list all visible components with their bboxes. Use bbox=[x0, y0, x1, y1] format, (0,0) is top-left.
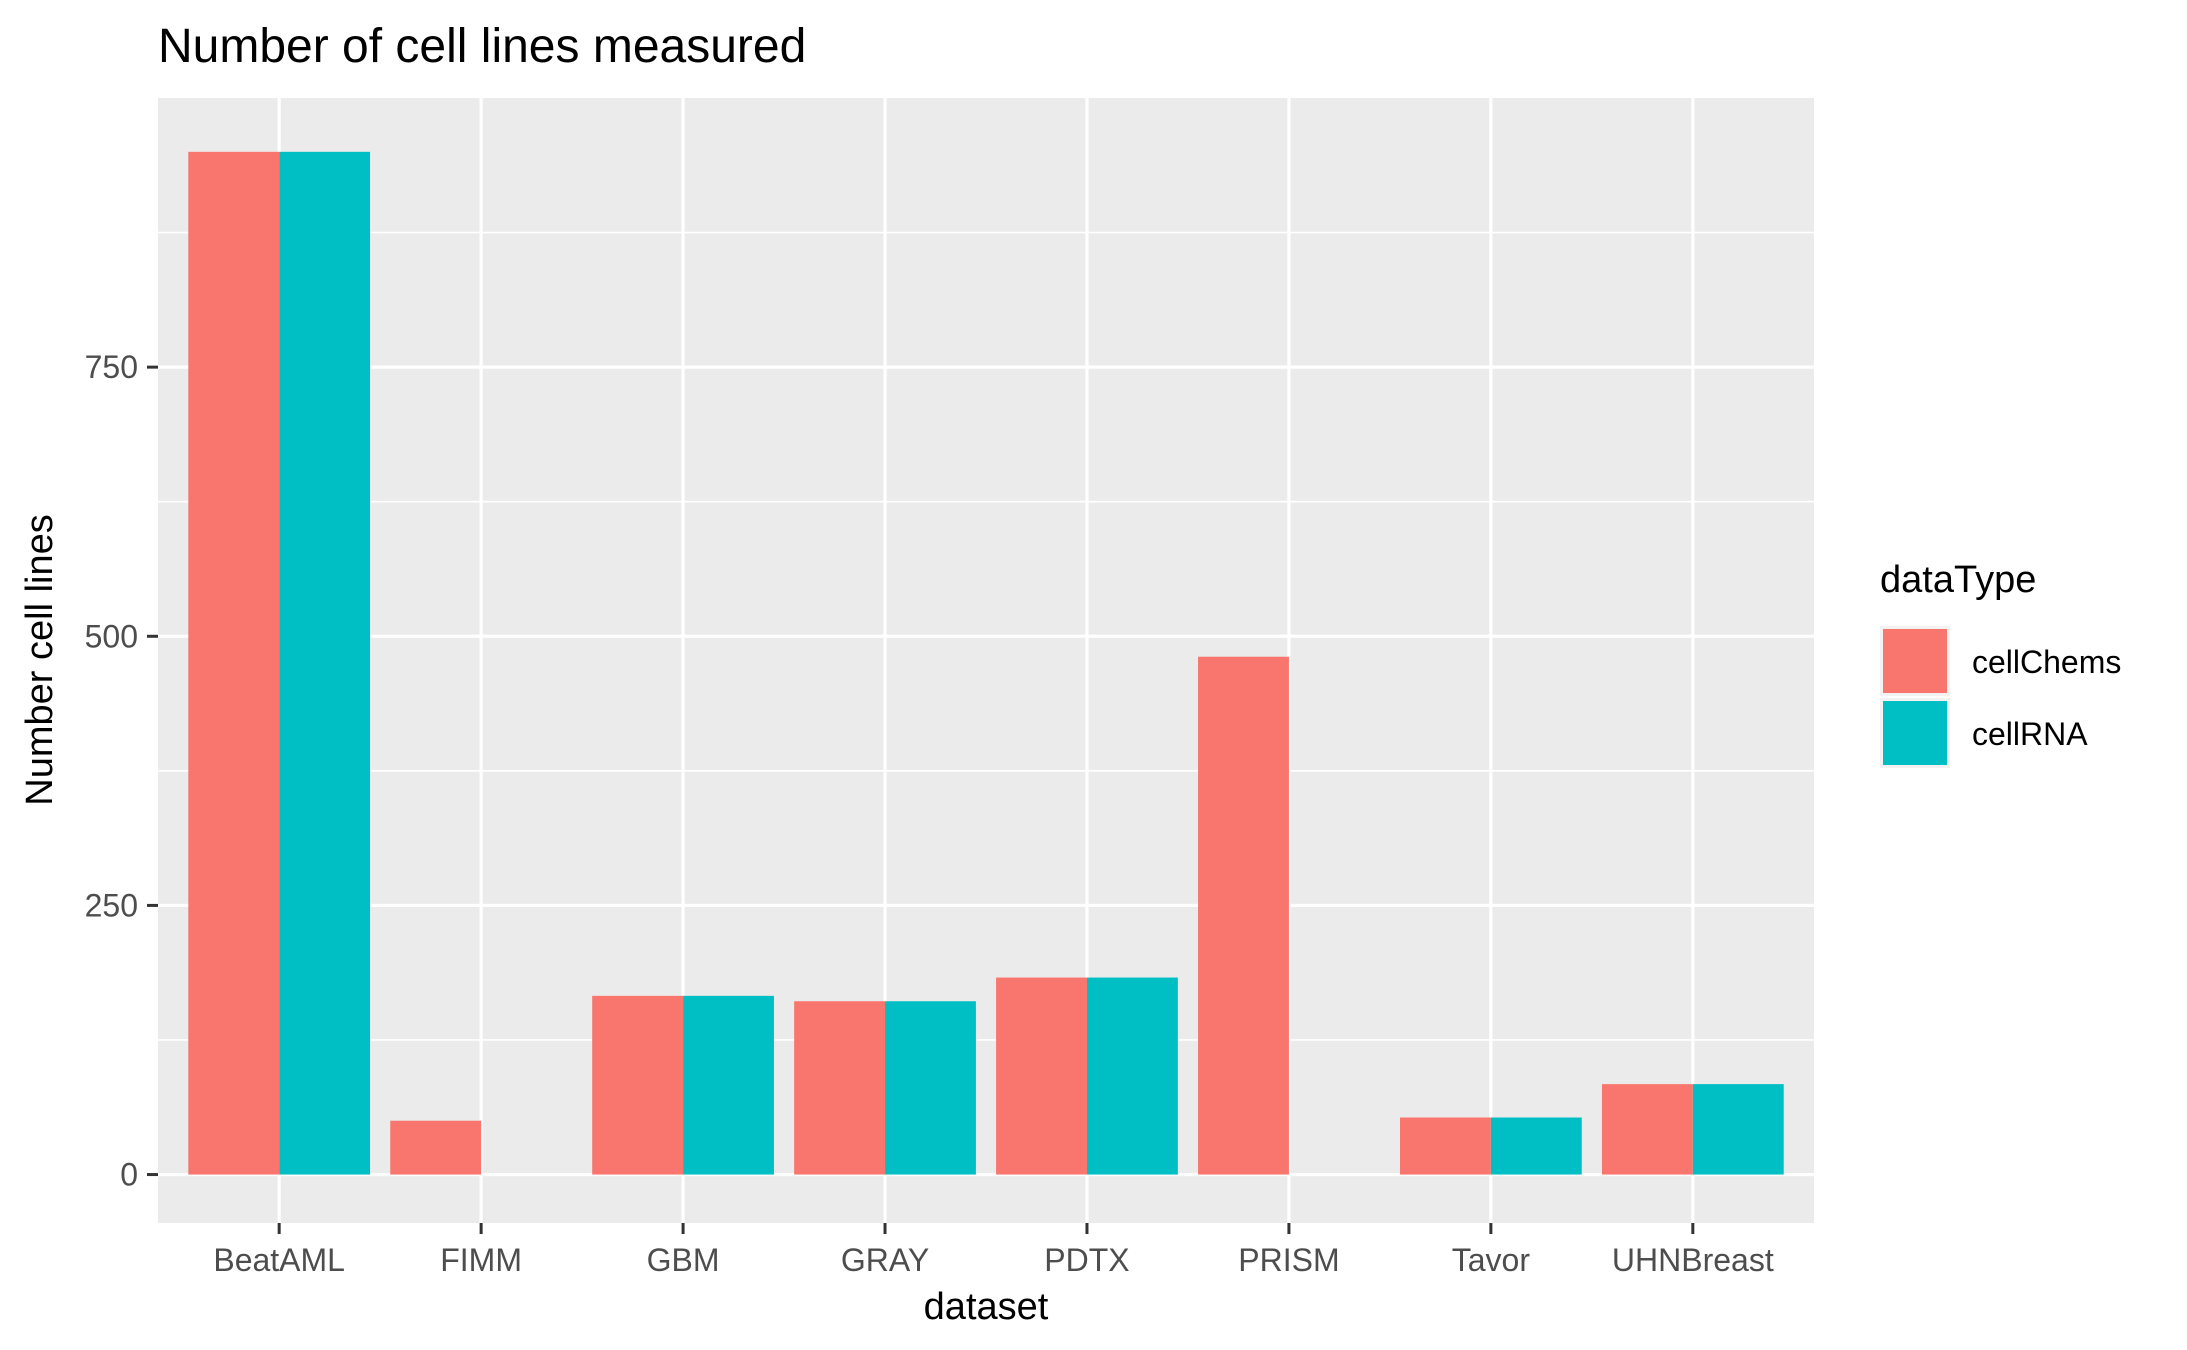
legend-swatch-cellChems bbox=[1883, 629, 1947, 693]
bar-cellChems-BeatAML bbox=[188, 151, 280, 1175]
x-tick-label: UHNBreast bbox=[1612, 1242, 1774, 1278]
x-axis: BeatAML FIMM GBM GRAY PDTX PRISM Tavor UHNBreas… bbox=[213, 1223, 1774, 1278]
bar-cellRNA-PDTX bbox=[1086, 977, 1178, 1175]
bar-cellRNA-GRAY bbox=[885, 1001, 976, 1175]
x-tick-label: GRAY bbox=[841, 1242, 929, 1278]
x-axis-title: dataset bbox=[924, 1286, 1049, 1328]
minor-gridlines bbox=[158, 231, 1814, 1041]
bar-cellChems-GRAY bbox=[794, 1001, 886, 1175]
x-tick-label: FIMM bbox=[440, 1242, 522, 1278]
x-tick-label: GBM bbox=[647, 1242, 720, 1278]
plot-panel bbox=[158, 98, 1814, 1223]
legend-label-cellChems: cellChems bbox=[1972, 644, 2121, 680]
bar-cellRNA-Tavor bbox=[1490, 1117, 1582, 1175]
bar-cellChems-FIMM bbox=[390, 1120, 482, 1175]
x-tick-label: PDTX bbox=[1044, 1242, 1129, 1278]
bar-cellChems-Tavor bbox=[1400, 1117, 1491, 1175]
bar-cellRNA-BeatAML bbox=[279, 151, 371, 1175]
x-tick-label: BeatAML bbox=[213, 1242, 345, 1278]
bar-cellChems-PRISM bbox=[1198, 656, 1289, 1175]
bars bbox=[188, 151, 1784, 1175]
chart-title: Number of cell lines measured bbox=[158, 20, 806, 73]
legend-label-cellRNA: cellRNA bbox=[1972, 716, 2088, 752]
y-tick-label: 0 bbox=[120, 1157, 138, 1193]
legend-title: dataType bbox=[1880, 559, 2036, 601]
legend-swatch-cellRNA bbox=[1883, 701, 1947, 765]
y-tick-label: 500 bbox=[85, 618, 138, 654]
y-tick-label: 750 bbox=[85, 349, 138, 385]
bar-cellChems-PDTX bbox=[996, 977, 1087, 1175]
y-tick-label: 250 bbox=[85, 887, 138, 923]
bar-cellRNA-GBM bbox=[683, 995, 774, 1175]
x-tick-label: PRISM bbox=[1238, 1242, 1339, 1278]
legend: dataType cellChems cellRNA bbox=[1880, 559, 2121, 768]
bar-cellChems-UHNBreast bbox=[1601, 1084, 1693, 1175]
bar-cellRNA-UHNBreast bbox=[1692, 1084, 1784, 1175]
x-tick-label: Tavor bbox=[1452, 1242, 1531, 1278]
bar-cellChems-GBM bbox=[592, 995, 684, 1175]
y-axis-title: Number cell lines bbox=[19, 514, 61, 805]
y-axis: 0 250 500 750 bbox=[85, 349, 158, 1193]
